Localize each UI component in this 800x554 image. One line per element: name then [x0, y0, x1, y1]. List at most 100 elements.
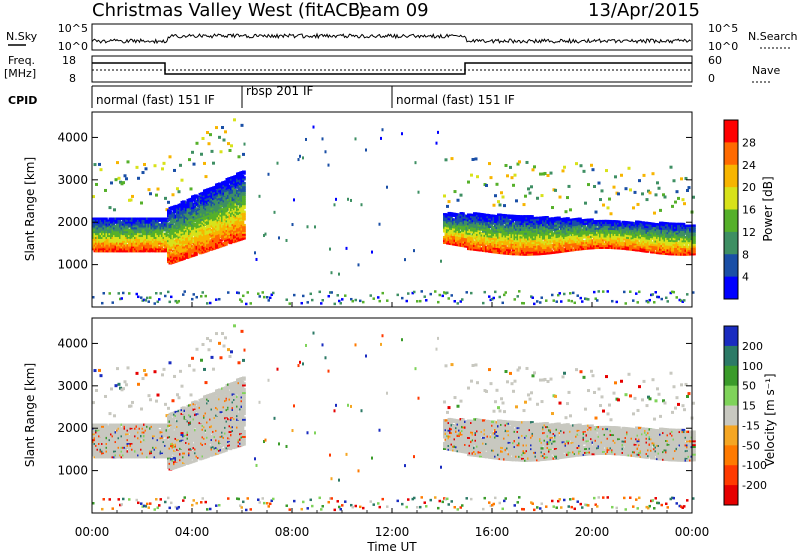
echo-cell — [159, 292, 162, 295]
echo-cell — [113, 238, 117, 241]
echo-cell — [177, 236, 182, 239]
echo-cell — [528, 191, 532, 195]
echo-cell — [521, 301, 524, 305]
echo-cell — [495, 182, 499, 186]
echo-cell — [618, 243, 623, 246]
echo-cell — [446, 204, 449, 208]
echo-cell — [564, 226, 569, 230]
echo-cell — [341, 298, 344, 301]
echo-cell — [585, 233, 590, 237]
echo-cell — [563, 165, 566, 169]
echo-cell — [429, 292, 432, 296]
echo-cell — [651, 222, 656, 225]
echo-cell — [162, 225, 167, 228]
echo-cell — [201, 291, 204, 294]
echo-cell — [224, 233, 228, 237]
echo-cell — [492, 237, 497, 240]
echo-cell — [606, 206, 610, 210]
echo-cell — [198, 217, 203, 220]
echo-cell — [242, 178, 246, 181]
echo-cell — [116, 161, 119, 165]
echo-cell — [477, 214, 482, 217]
echo-cell — [179, 163, 182, 167]
echo-cell — [333, 203, 336, 207]
echo-cell — [443, 241, 447, 244]
echo-cell — [557, 293, 560, 297]
echo-cell — [131, 194, 134, 198]
echo-cell — [612, 185, 616, 189]
echo-cell — [525, 160, 529, 164]
echo-cell — [140, 201, 143, 205]
echo-cell — [530, 251, 534, 254]
echo-cell — [585, 297, 588, 301]
echo-cell — [576, 223, 581, 226]
echo-cell — [530, 185, 533, 189]
echo-cell — [498, 242, 503, 245]
echo-cell — [470, 221, 474, 224]
echo-cell — [629, 246, 633, 249]
echo-cell — [189, 187, 193, 191]
echo-cell — [320, 302, 323, 305]
echo-cell — [242, 227, 246, 231]
echo-cell — [198, 211, 203, 215]
echo-cell — [488, 162, 491, 166]
echo-cell — [242, 201, 246, 204]
echo-cell — [575, 246, 579, 249]
echo-cell — [581, 221, 585, 224]
echo-cell — [513, 230, 518, 233]
echo-cell — [113, 242, 117, 245]
echo-cell — [378, 222, 381, 226]
echo-cell — [227, 232, 231, 236]
echo-cell — [654, 291, 657, 294]
echo-cell — [152, 229, 156, 232]
echo-cell — [525, 249, 530, 252]
echo-cell — [218, 297, 221, 301]
echo-cell — [129, 221, 134, 224]
echo-cell — [593, 184, 596, 188]
echo-cell — [533, 226, 537, 229]
echo-cell — [504, 291, 507, 294]
echo-cell — [596, 246, 600, 250]
echo-cell — [329, 247, 331, 251]
echo-cell — [197, 239, 201, 242]
echo-cell — [224, 210, 228, 214]
echo-cell — [473, 216, 477, 219]
echo-cell — [242, 223, 246, 227]
echo-cell — [582, 169, 586, 173]
echo-cell — [489, 176, 493, 180]
echo-cell — [176, 210, 180, 213]
echo-cell — [207, 208, 212, 212]
echo-cell — [351, 299, 354, 303]
echo-cell — [138, 227, 143, 230]
echo-cell — [647, 235, 651, 238]
echo-cell — [213, 189, 218, 193]
echo-cell — [411, 291, 414, 295]
echo-cell — [239, 226, 243, 230]
echo-cell — [131, 246, 135, 249]
echo-cell — [338, 299, 341, 303]
echo-cell — [173, 228, 177, 231]
echo-cell — [293, 198, 295, 202]
echo-cell — [267, 172, 270, 176]
echo-cell — [600, 225, 605, 228]
echo-cell — [191, 225, 195, 229]
echo-cell — [167, 209, 171, 212]
echo-cell — [578, 227, 582, 230]
nsky-label: N.Sky — [6, 30, 38, 43]
echo-cell — [479, 249, 483, 252]
echo-cell — [137, 232, 141, 236]
echo-cell — [545, 250, 549, 253]
echo-cell — [158, 232, 162, 236]
echo-cell — [209, 301, 212, 305]
echo-cell — [104, 217, 108, 220]
echo-cell — [515, 199, 518, 203]
echo-cell — [230, 210, 234, 214]
echo-cell — [582, 224, 587, 228]
echo-cell — [306, 301, 309, 304]
echo-cell — [434, 290, 437, 293]
echo-cell — [503, 214, 507, 217]
echo-cell — [242, 183, 246, 187]
echo-cell — [465, 291, 468, 294]
echo-cell — [188, 217, 192, 220]
echo-cell — [228, 241, 233, 245]
